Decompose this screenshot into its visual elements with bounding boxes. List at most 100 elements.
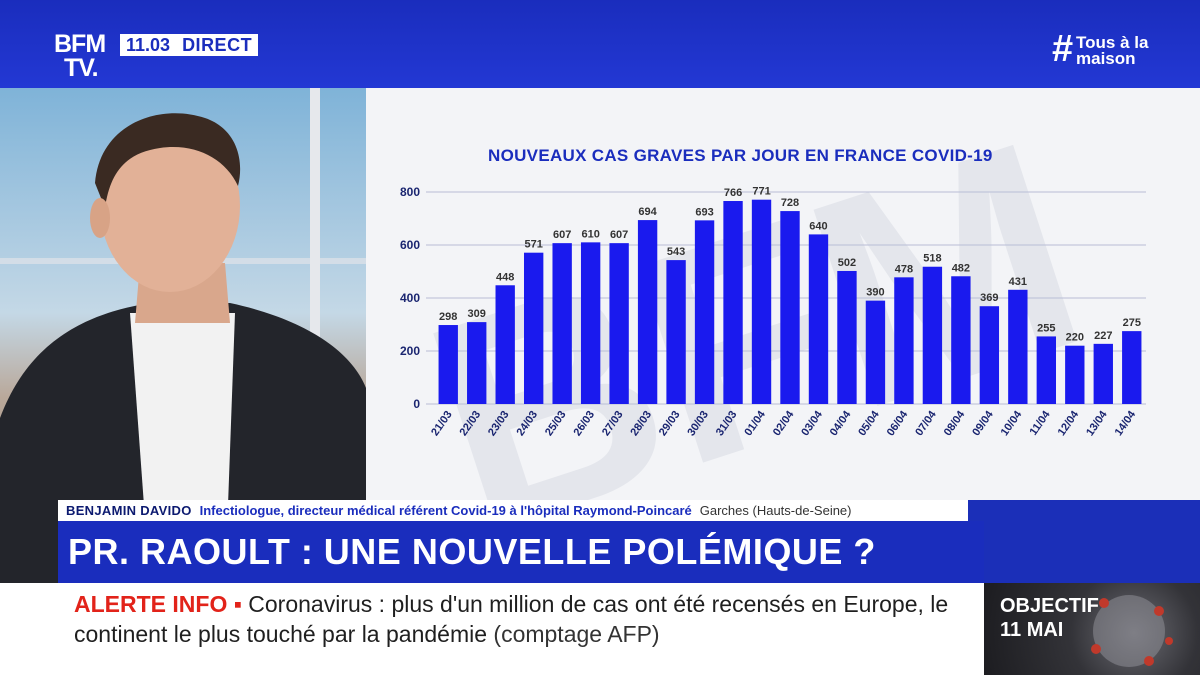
bar-29-03 — [666, 260, 686, 404]
data-label: 518 — [923, 253, 941, 265]
data-label: 693 — [695, 206, 713, 218]
channel-logo: BFM TV. — [54, 32, 114, 84]
data-label: 728 — [781, 197, 799, 209]
bar-25-03 — [552, 243, 572, 404]
x-tick-label: 22/03 — [458, 409, 484, 438]
x-tick-label: 31/03 — [714, 409, 740, 438]
alert-message: Coronavirus : plus d'un million de cas o… — [74, 591, 949, 647]
bar-21-03 — [438, 325, 458, 404]
x-tick-label: 11/04 — [1028, 408, 1054, 438]
x-tick-label: 05/04 — [856, 408, 882, 438]
data-label: 478 — [895, 263, 913, 275]
data-label: 543 — [667, 246, 685, 258]
x-tick-label: 06/04 — [885, 408, 911, 438]
y-axis-ticks: 0 200 400 600 800 — [400, 185, 420, 411]
guest-name: BENJAMIN DAVIDO — [66, 503, 192, 518]
bar-22-03 — [467, 322, 487, 404]
x-tick-label: 21/03 — [429, 409, 455, 438]
x-tick-label: 10/04 — [999, 408, 1025, 438]
bar-27-03 — [609, 243, 629, 404]
data-label: 275 — [1123, 317, 1141, 329]
x-tick-label: 25/03 — [543, 409, 569, 438]
alert-text: ALERTE INFO ▪ Coronavirus : plus d'un mi… — [74, 591, 949, 647]
x-tick-label: 04/04 — [828, 408, 854, 438]
y-tick-label: 200 — [400, 344, 420, 358]
x-tick-label: 08/04 — [942, 408, 968, 438]
hashtag-line-1: Tous à la — [1076, 33, 1149, 52]
x-tick-label: 28/03 — [628, 409, 654, 438]
chart-panel: BFM NOUVEAUX CAS GRAVES PAR JOUR EN FRAN… — [366, 88, 1200, 500]
logo-line-2: TV. — [64, 54, 99, 82]
bar-30-03 — [694, 220, 715, 404]
data-label: 640 — [809, 220, 827, 232]
x-tick-label: 03/04 — [799, 408, 825, 438]
logo-line-1: BFM — [54, 30, 106, 58]
objectif-line-1: OBJECTIF — [1000, 595, 1099, 617]
data-label: 220 — [1066, 332, 1084, 344]
bars — [438, 199, 1142, 404]
bar-07-04 — [922, 266, 943, 404]
data-label: 309 — [468, 308, 486, 320]
bar-10-04 — [1008, 289, 1028, 404]
bar-01-04 — [751, 199, 772, 404]
data-label: 694 — [638, 206, 657, 218]
bar-12-04 — [1065, 345, 1085, 404]
live-label: DIRECT — [182, 34, 253, 55]
bar-chart: 0 200 400 600 800 298 309 448 571 607 610 607 694 54… — [400, 185, 1146, 438]
chart-title: NOUVEAUX CAS GRAVES PAR JOUR EN FRANCE C… — [488, 146, 993, 165]
bar-23-03 — [495, 285, 515, 404]
data-label: 390 — [866, 287, 884, 299]
objectif-badge: OBJECTIF 11 MAI — [984, 583, 1200, 675]
data-label: 607 — [553, 229, 571, 241]
bar-08-04 — [951, 276, 971, 404]
x-tick-label: 13/04 — [1084, 408, 1110, 438]
data-label: 431 — [1009, 276, 1027, 288]
bar-04-04 — [837, 270, 857, 404]
bar-31-03 — [723, 201, 743, 404]
bar-13-04 — [1093, 343, 1113, 404]
alert-tag: ALERTE INFO — [74, 591, 228, 617]
y-tick-label: 400 — [400, 291, 420, 305]
guest-place: Garches (Hauts-de-Seine) — [699, 503, 852, 518]
x-tick-label: 02/04 — [771, 408, 797, 438]
x-tick-label: 14/04 — [1113, 408, 1139, 438]
x-tick-label: 09/04 — [970, 408, 996, 438]
alert-ticker: ALERTE INFO ▪ Coronavirus : plus d'un mi… — [0, 583, 984, 675]
bar-14-04 — [1122, 331, 1142, 404]
x-tick-label: 24/03 — [515, 409, 541, 438]
guest-name-strip: BENJAMIN DAVIDO Infectiologue, directeur… — [58, 500, 968, 521]
data-label: 255 — [1037, 322, 1055, 334]
x-tick-label: 26/03 — [571, 409, 597, 438]
hashtag-symbol: # — [1052, 28, 1074, 70]
data-labels: 298 309 448 571 607 610 607 694 543 693 766 771 728 6… — [439, 186, 1141, 344]
data-label: 448 — [496, 271, 514, 283]
data-label: 502 — [838, 257, 856, 269]
x-axis-ticks: 21/03 22/03 23/03 24/03 25/03 26/03 27/03 28/03… — [429, 408, 1139, 438]
data-label: 571 — [525, 239, 543, 251]
data-label: 766 — [724, 187, 742, 199]
alert-source: (comptage AFP) — [493, 621, 660, 647]
x-tick-label: 27/03 — [600, 409, 626, 438]
bar-03-04 — [808, 234, 829, 404]
y-tick-label: 800 — [400, 185, 420, 199]
x-tick-label: 12/04 — [1056, 408, 1082, 438]
bar-09-04 — [979, 306, 1000, 404]
x-tick-label: 01/04 — [742, 408, 768, 438]
objectif-line-2: 11 MAI — [1000, 619, 1064, 641]
bar-26-03 — [580, 242, 601, 404]
clock-time: 11.03 — [126, 34, 171, 55]
bar-02-04 — [780, 211, 800, 404]
hashtag-line-2: maison — [1076, 49, 1136, 68]
bar-24-03 — [523, 252, 544, 404]
data-label: 298 — [439, 311, 457, 323]
bar-11-04 — [1036, 336, 1057, 404]
y-tick-label: 600 — [400, 238, 420, 252]
bar-06-04 — [894, 277, 914, 404]
y-tick-label: 0 — [413, 397, 420, 411]
time-badge: 11.03 DIRECT — [120, 34, 259, 56]
virus-icon — [1091, 595, 1173, 667]
data-label: 610 — [581, 228, 599, 240]
data-label: 771 — [752, 186, 770, 198]
data-label: 607 — [610, 229, 628, 241]
x-tick-label: 30/03 — [685, 409, 711, 438]
